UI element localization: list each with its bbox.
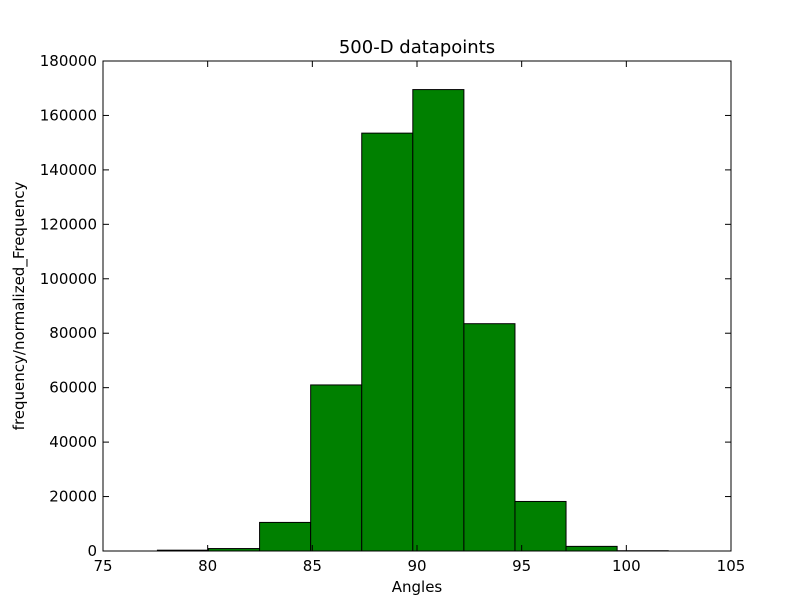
chart-title: 500-D datapoints <box>339 37 495 58</box>
x-tick-label: 80 <box>198 557 217 575</box>
histogram-bar <box>463 323 516 552</box>
y-tick-label: 160000 <box>40 106 97 124</box>
y-tick-label: 180000 <box>40 52 97 70</box>
y-tick-label: 60000 <box>49 379 97 397</box>
y-tick-label: 20000 <box>49 488 97 506</box>
histogram-bar <box>565 545 618 552</box>
histogram-bar <box>310 384 363 552</box>
y-tick-label: 140000 <box>40 161 97 179</box>
y-tick-label: 0 <box>87 542 97 560</box>
x-axis-label: Angles <box>392 578 443 596</box>
y-tick-label: 100000 <box>40 270 97 288</box>
histogram-bar <box>361 132 414 552</box>
x-tick-label: 90 <box>407 557 426 575</box>
histogram-bar <box>259 521 312 552</box>
x-tick-label: 75 <box>93 557 112 575</box>
x-tick-label: 85 <box>303 557 322 575</box>
bars-group <box>156 89 669 552</box>
x-tick-label: 95 <box>512 557 531 575</box>
y-tick-label: 80000 <box>49 324 97 342</box>
y-tick-label: 40000 <box>49 433 97 451</box>
y-tick-label: 120000 <box>40 215 97 233</box>
ticks-group: 75 80 85 90 95 100 105 0 20000 40000 60000 80000 100… <box>40 52 746 575</box>
x-tick-label: 105 <box>717 557 746 575</box>
x-tick-label: 100 <box>612 557 641 575</box>
histogram-bar <box>412 89 465 552</box>
y-axis-label: frequency/normalized_Frequency <box>10 182 29 431</box>
histogram-bar <box>514 500 567 552</box>
